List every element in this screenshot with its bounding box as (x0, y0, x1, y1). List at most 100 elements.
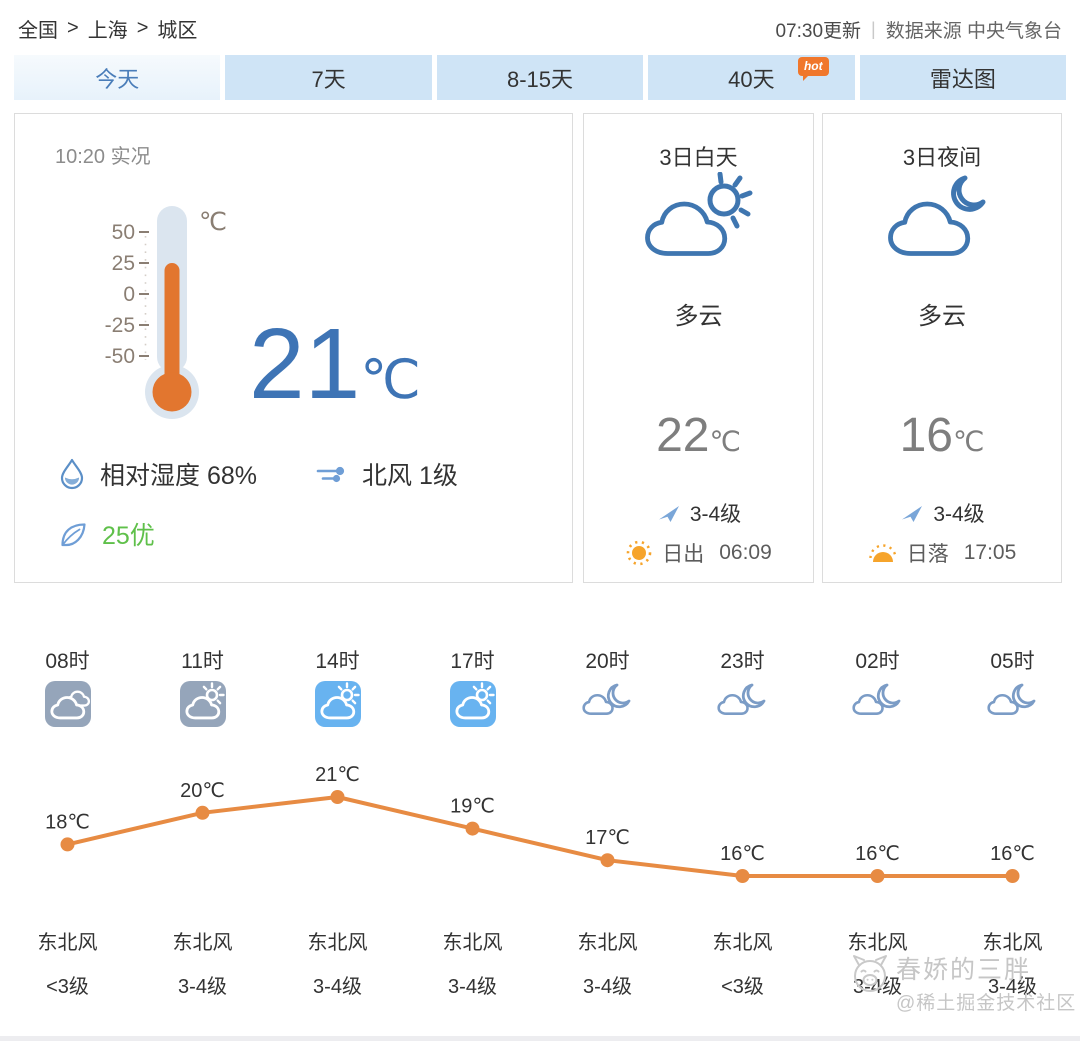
cloudy-icon (0, 676, 135, 732)
wind-level: 3-4级 (178, 976, 227, 998)
wind-direction: 东北风 (712, 932, 773, 954)
thermometer-unit-label: ℃ (199, 208, 227, 236)
thermometer-scale-50: 50 (112, 221, 135, 244)
update-meta: 07:30更新 | 数据来源 中央气象台 (775, 16, 1062, 43)
night-condition: 多云 (918, 303, 966, 330)
data-label: 19℃ (450, 796, 495, 818)
thermometer-scale-0: 0 (123, 283, 135, 306)
hour-time: 02时 (855, 650, 900, 673)
day-sun-row: 日出 06:09 (584, 538, 813, 568)
tab-label: 今天 (95, 66, 140, 92)
breadcrumb-city[interactable]: 上海 (87, 20, 128, 42)
night-forecast-panel: 3日夜间 多云 16℃ 3-4级 日落 17:05 (822, 113, 1062, 583)
data-point (735, 869, 750, 883)
air-quality-row: 25优 (59, 516, 155, 552)
breadcrumb-national[interactable]: 全国 (18, 20, 58, 42)
wind-level: 3-4级 (448, 976, 497, 998)
wind-arrow-icon (902, 505, 923, 522)
wind-direction: 东北风 (172, 932, 233, 954)
wind-direction-row: 东北风 东北风 东北风 东北风 东北风 东北风 东北风 东北风 (0, 926, 1080, 955)
cloud-moon-icon (810, 676, 945, 732)
current-conditions-panel: 10:20 实况 50 25 0 -25 -50 ℃ 21℃ (14, 113, 573, 583)
meta-divider: | (871, 19, 876, 39)
data-label: 16℃ (855, 843, 900, 865)
day-condition: 多云 (674, 303, 723, 330)
day-forecast-panel: 3日白天 多云 22℃ 3-4级 (583, 113, 814, 583)
tab-label: 7天 (311, 66, 346, 92)
thermometer-icon: 50 25 0 -25 -50 ℃ (105, 206, 227, 419)
data-point (60, 837, 75, 852)
wind-level: <3级 (46, 976, 89, 998)
tab-40days[interactable]: 40天 hot (648, 55, 855, 100)
tab-today[interactable]: 今天 (14, 55, 221, 100)
cloud-sun-icon (135, 676, 270, 732)
update-time: 07:30更新 (775, 21, 862, 42)
day-wind-row: 3-4级 (584, 498, 813, 528)
thermometer-scale-m50: -50 (105, 345, 135, 368)
current-wind-text: 北风 1级 (362, 462, 458, 490)
cloud-moon-icon (675, 676, 810, 732)
wind-direction: 东北风 (307, 932, 368, 954)
hour-time: 08时 (45, 650, 90, 673)
wind-icon (316, 466, 345, 483)
wind-level: 3-4级 (853, 976, 902, 998)
data-source: 数据来源 中央气象台 (885, 21, 1062, 42)
wind-level: <3级 (721, 976, 764, 998)
data-label: 18℃ (45, 811, 90, 833)
data-point (1005, 869, 1020, 883)
breadcrumb-separator: > (67, 17, 79, 39)
night-temperature: 16℃ (899, 409, 985, 462)
observation-time-label: 10:20 实况 (55, 146, 151, 168)
data-label: 16℃ (720, 843, 765, 865)
day-temperature: 22℃ (656, 409, 741, 462)
tab-8-15days[interactable]: 8-15天 (436, 55, 644, 100)
humidity-text: 相对湿度 68% (100, 462, 258, 490)
data-point (465, 821, 480, 836)
data-point (330, 790, 345, 804)
hour-time: 17时 (450, 650, 495, 673)
tab-7days[interactable]: 7天 (225, 55, 432, 100)
breadcrumb-district[interactable]: 城区 (157, 20, 198, 42)
sunset-time: 17:05 (963, 541, 1017, 564)
wind-direction: 东北风 (982, 932, 1043, 954)
humidity-wind-row: 相对湿度 68% 北风 1级 (59, 456, 458, 492)
current-temperature-value: 21 (249, 308, 361, 420)
temperature-line (67, 795, 1013, 878)
cloud-moon-icon (945, 676, 1080, 732)
current-temperature-unit: ℃ (360, 350, 421, 410)
wind-arrow-icon (658, 505, 679, 522)
sunrise-icon (626, 540, 652, 566)
current-temperature: 21℃ (249, 314, 421, 414)
tab-radar[interactable]: 雷达图 (859, 55, 1067, 100)
cloud-moon-icon (540, 676, 675, 732)
sunset-label: 日落 (906, 543, 949, 566)
night-wind-row: 3-4级 (823, 498, 1061, 528)
hour-times-row: 08时 11时 14时 17时 20时 23时 02时 05时 (0, 645, 1080, 675)
tab-label: 雷达图 (929, 66, 996, 92)
thermometer-scale-25: 25 (112, 252, 135, 275)
wind-level: 3-4级 (988, 976, 1037, 998)
hour-time: 23时 (720, 650, 765, 673)
cloud-sun-icon (405, 676, 540, 732)
bottom-divider (0, 1036, 1080, 1041)
sunrise-label: 日出 (662, 543, 705, 566)
sunrise-time: 06:09 (719, 541, 772, 564)
day-wind-level: 3-4级 (689, 503, 742, 526)
leaf-icon (61, 522, 86, 546)
day-panel-title: 3日白天 (659, 145, 738, 170)
hour-icons-row (0, 676, 1080, 732)
wind-direction: 东北风 (847, 932, 908, 954)
cloud-moon-icon (823, 172, 1061, 267)
wind-level-row: <3级 3-4级 3-4级 3-4级 3-4级 <3级 3-4级 3-4级 (0, 970, 1080, 999)
wind-level: 3-4级 (313, 976, 362, 998)
wind-direction: 东北风 (37, 932, 98, 954)
hour-time: 05时 (990, 650, 1035, 673)
breadcrumb: 全国 > 上海 > 城区 (18, 14, 197, 43)
data-label: 21℃ (315, 764, 360, 786)
hour-time: 11时 (181, 650, 224, 673)
data-point (870, 869, 885, 883)
data-point (600, 853, 615, 868)
night-wind-level: 3-4级 (933, 503, 985, 526)
data-label: 16℃ (990, 843, 1035, 865)
